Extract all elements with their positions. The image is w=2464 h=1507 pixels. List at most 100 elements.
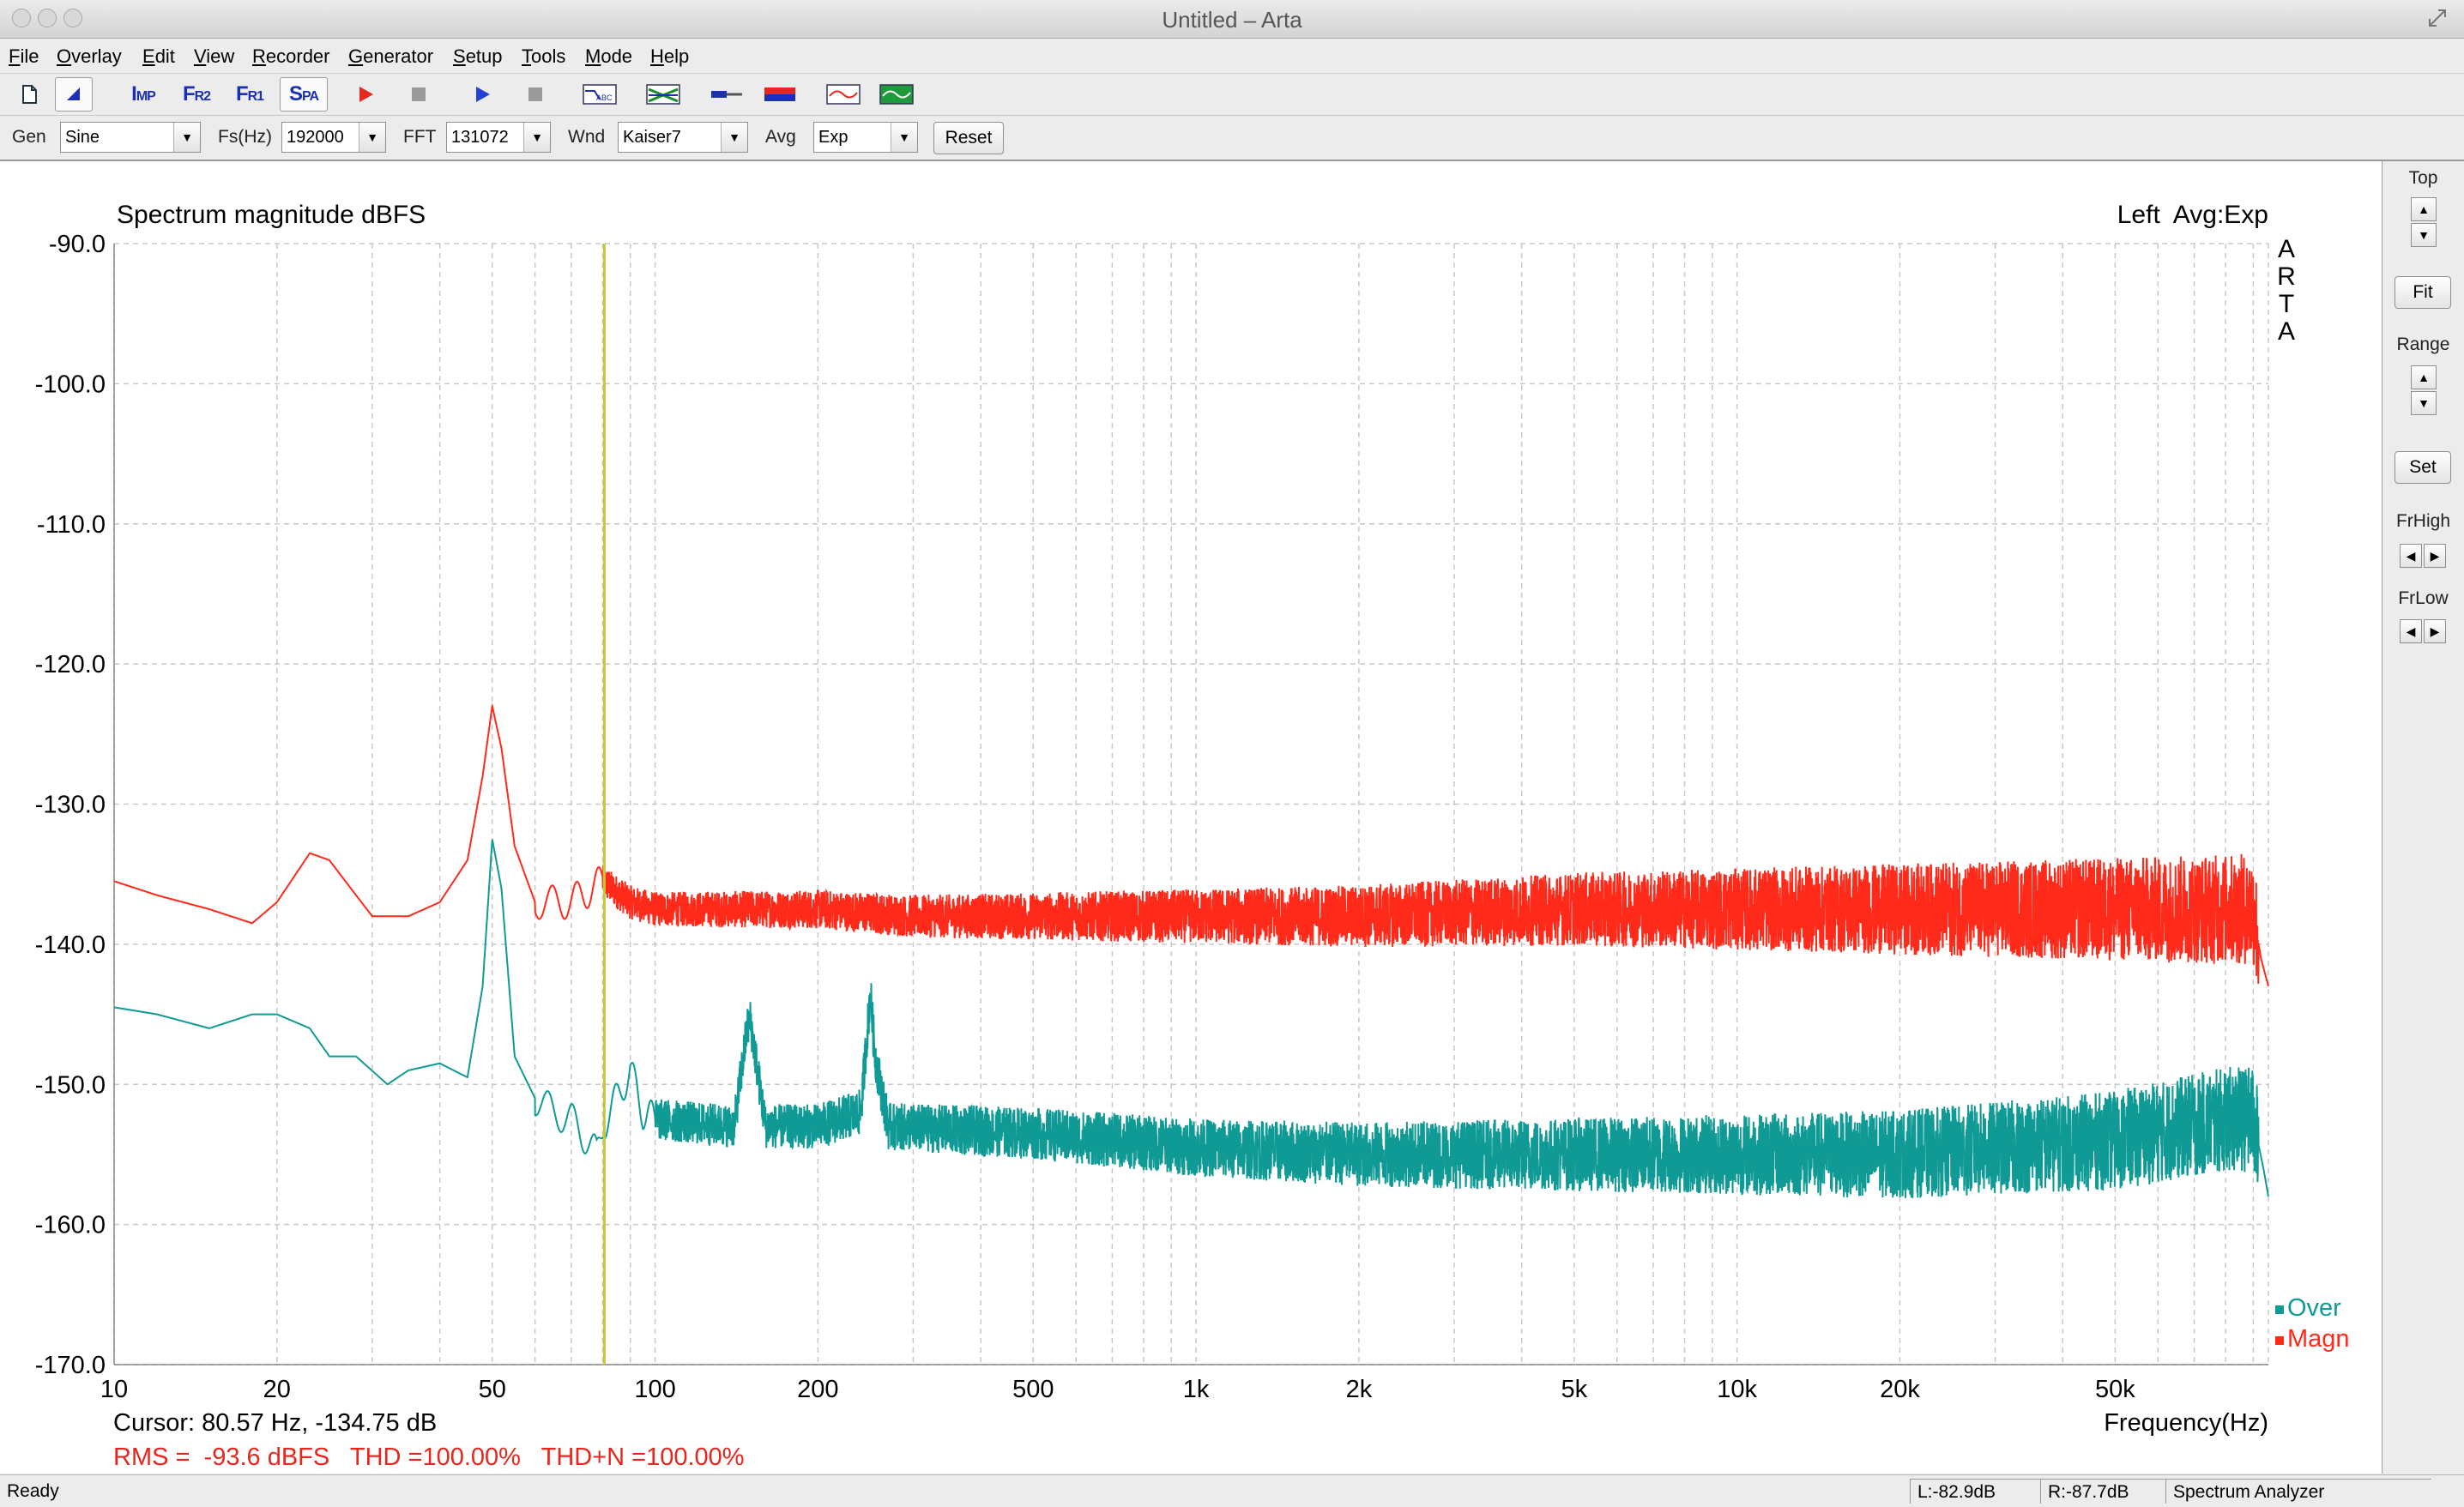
- abc-overlay-button[interactable]: ABC: [578, 77, 621, 112]
- frlow-right-button[interactable]: ▶: [2424, 619, 2446, 643]
- averaging-value: Exp: [818, 128, 849, 147]
- menu-mode[interactable]: Mode: [585, 45, 633, 67]
- y-tick-label: -120.0: [35, 651, 106, 678]
- record-stop-button[interactable]: [400, 77, 438, 112]
- record-start-button[interactable]: [347, 77, 384, 112]
- minimize-window-button[interactable]: [38, 9, 57, 27]
- scope-red-icon: [826, 84, 861, 105]
- scope-green-icon: [879, 84, 914, 105]
- x-tick-label: 100: [634, 1376, 675, 1403]
- arrow-down-icon: ▼: [2418, 396, 2430, 410]
- averaging-select[interactable]: Exp ▼: [813, 122, 918, 153]
- top-label: Top: [2408, 168, 2438, 188]
- status-ready: Ready: [7, 1481, 59, 1501]
- top-up-button[interactable]: ▲: [2411, 197, 2437, 221]
- stop-icon: [412, 87, 426, 101]
- monitor-button[interactable]: [875, 77, 918, 112]
- status-right-level: R:-87.7dB: [2040, 1479, 2165, 1504]
- menu-tools[interactable]: Tools: [522, 45, 566, 67]
- arrow-right-icon: ▶: [2430, 624, 2440, 638]
- play-red-icon: [359, 87, 373, 102]
- generator-stop-button[interactable]: [516, 77, 554, 112]
- arrow-left-icon: ◀: [2406, 624, 2416, 638]
- window-value: Kaiser7: [623, 128, 681, 147]
- close-window-button[interactable]: [12, 9, 31, 27]
- fr1-mode-button[interactable]: FR1: [235, 82, 264, 105]
- range-label: Range: [2396, 335, 2450, 354]
- x-tick-label: 500: [1012, 1376, 1054, 1403]
- chevron-down-icon: ▼: [891, 123, 917, 152]
- y-tick-label: -160.0: [35, 1212, 106, 1239]
- series-lines: [113, 702, 2269, 1198]
- abc-chart-icon: ABC: [583, 84, 617, 105]
- fft-size-select[interactable]: 131072 ▼: [446, 122, 551, 153]
- generator-value: Sine: [65, 128, 100, 147]
- new-document-icon: [22, 85, 37, 104]
- fit-button[interactable]: Fit: [2395, 276, 2451, 309]
- scope-button[interactable]: [822, 77, 865, 112]
- series-line-magn: [113, 702, 2269, 987]
- set-button[interactable]: Set: [2395, 451, 2451, 484]
- fullscreen-icon[interactable]: [2425, 5, 2450, 31]
- toolbar: IMP FR2 FR1 SPA ABC: [0, 74, 2464, 116]
- arrow-down-icon: ▼: [2418, 228, 2430, 242]
- menu-overlay[interactable]: Overlay: [57, 45, 122, 67]
- menu-recorder[interactable]: Recorder: [252, 45, 330, 67]
- menu-file[interactable]: File: [9, 45, 39, 67]
- overlay-chart-button[interactable]: [642, 77, 685, 112]
- chart-title: Spectrum magnitude dBFS: [117, 201, 426, 229]
- title-bar: Untitled – Arta: [0, 0, 2464, 39]
- menu-help[interactable]: Help: [650, 45, 690, 67]
- y-tick-label: -140.0: [35, 931, 106, 959]
- cursor-mode-button[interactable]: [55, 77, 93, 112]
- legend-swatch-over: [2275, 1305, 2284, 1314]
- level-meter-button[interactable]: [758, 77, 801, 112]
- spectrum-plot[interactable]: -90.0 -100.0 -110.0 -120.0 -130.0 -140.0 -150.…: [0, 161, 2382, 1474]
- x-tick-label: 10: [100, 1376, 128, 1403]
- y-axis-ticks: -90.0 -100.0 -110.0 -120.0 -130.0 -140.0 -150.…: [35, 231, 106, 1379]
- window-select[interactable]: Kaiser7 ▼: [618, 122, 748, 153]
- play-blue-icon: [476, 87, 490, 102]
- generator-start-button[interactable]: [463, 77, 501, 112]
- frlow-label: FrLow: [2398, 588, 2449, 608]
- cursor-arrow-icon: [67, 87, 80, 100]
- x-tick-label: 20: [263, 1376, 291, 1403]
- plot-grid: [113, 243, 2269, 1365]
- status-bar: Ready L:-82.9dB R:-87.7dB Spectrum Analy…: [0, 1474, 2464, 1507]
- menu-edit[interactable]: Edit: [142, 45, 175, 67]
- menu-generator[interactable]: Generator: [348, 45, 434, 67]
- y-tick-label: -150.0: [35, 1071, 106, 1099]
- overlay-chart-icon: [646, 84, 680, 105]
- frlow-left-button[interactable]: ◀: [2400, 619, 2422, 643]
- reset-button[interactable]: Reset: [933, 122, 1004, 154]
- avg-label: Avg: [765, 127, 796, 147]
- arrow-right-icon: ▶: [2430, 548, 2440, 563]
- sample-rate-select[interactable]: 192000 ▼: [281, 122, 386, 153]
- stop-icon: [528, 87, 542, 101]
- impulse-mode-button[interactable]: IMP: [131, 82, 156, 105]
- brand-letter: A: [2278, 235, 2295, 263]
- stats-readout: RMS = -93.6 dBFS THD =100.00% THD+N =100…: [113, 1444, 745, 1471]
- range-down-button[interactable]: ▼: [2411, 391, 2437, 415]
- top-down-button[interactable]: ▼: [2411, 223, 2437, 247]
- brand-letter: A: [2278, 317, 2295, 346]
- spectrum-mode-button[interactable]: SPA: [280, 77, 328, 112]
- generator-select[interactable]: Sine ▼: [60, 122, 201, 153]
- chevron-down-icon: ▼: [721, 123, 747, 152]
- legend-swatch-magn: [2275, 1336, 2284, 1345]
- probe-icon: [711, 91, 742, 98]
- spectrum-chart[interactable]: -90.0 -100.0 -110.0 -120.0 -130.0 -140.0 -150.…: [0, 161, 2382, 1474]
- menu-view[interactable]: View: [194, 45, 235, 67]
- probe-button[interactable]: [705, 77, 748, 112]
- frhigh-right-button[interactable]: ▶: [2424, 544, 2446, 568]
- y-tick-label: -130.0: [35, 792, 106, 819]
- new-document-button[interactable]: [10, 77, 48, 112]
- frhigh-left-button[interactable]: ◀: [2400, 544, 2422, 568]
- fr2-mode-button[interactable]: FR2: [182, 82, 211, 105]
- window-title: Untitled – Arta: [1162, 7, 1302, 33]
- sample-rate-value: 192000: [287, 128, 344, 147]
- control-bar: Gen Sine ▼ Fs(Hz) 192000 ▼ FFT 131072 ▼ …: [0, 117, 2464, 161]
- zoom-window-button[interactable]: [63, 9, 82, 27]
- menu-setup[interactable]: Setup: [453, 45, 503, 67]
- range-up-button[interactable]: ▲: [2411, 365, 2437, 389]
